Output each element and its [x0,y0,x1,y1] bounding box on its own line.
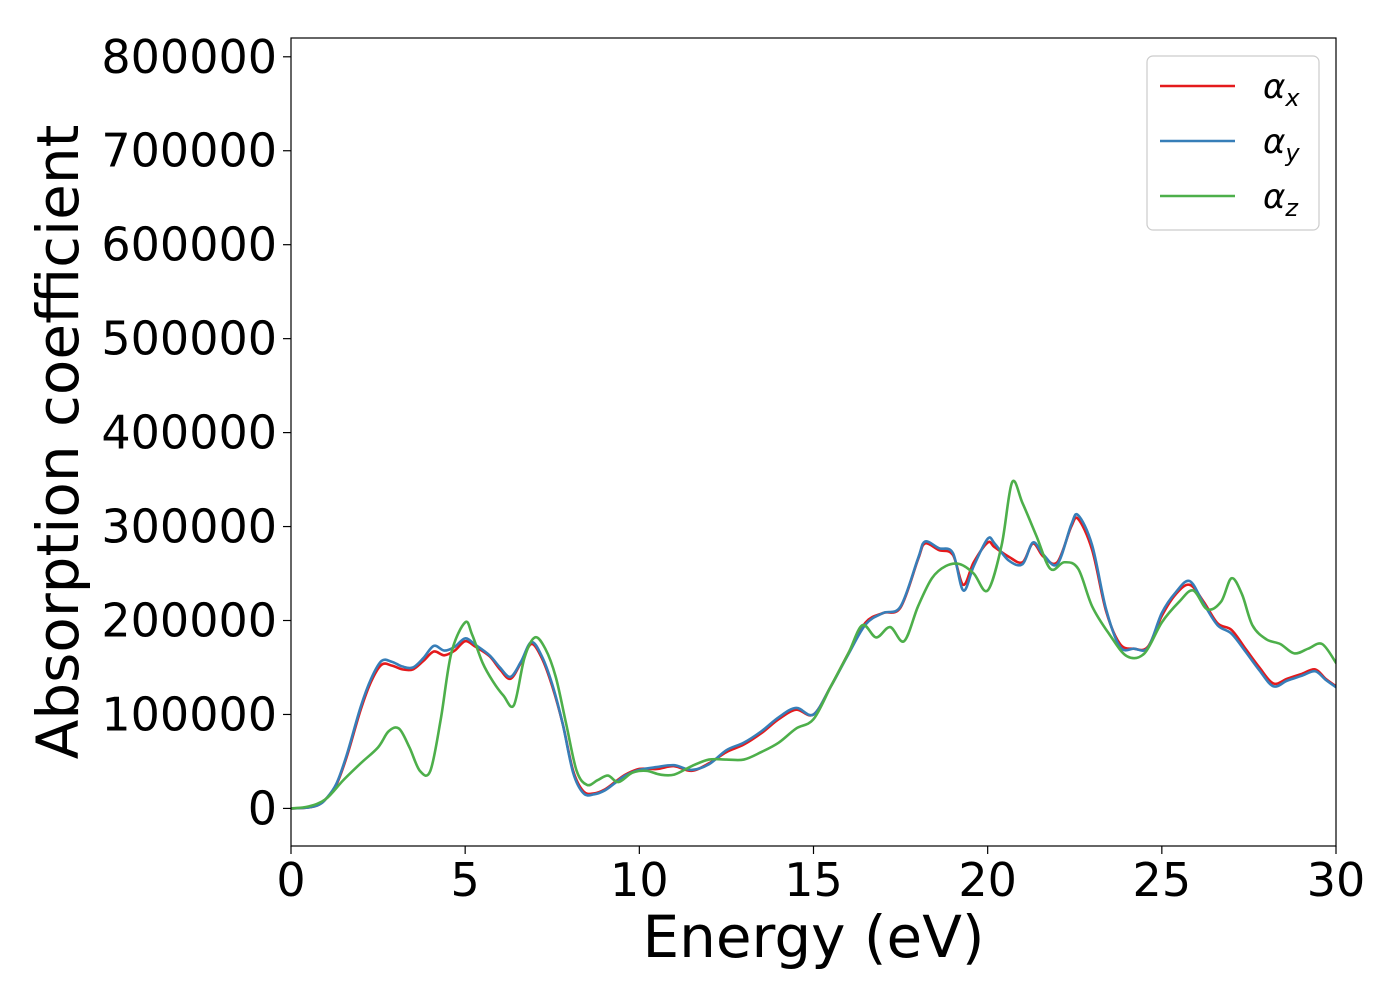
legend-label-base: α [1263,122,1285,162]
x-tick-label: 15 [784,853,843,907]
x-tick-label: 0 [276,853,305,907]
y-tick-label: 800000 [101,30,277,84]
series-line-x [291,516,1336,810]
x-tick-label: 25 [1133,853,1192,907]
axes: 0 5 10 15 20 25 30 0 100000 200000 300000 400000 500… [101,30,1365,907]
y-tick-label: 100000 [101,687,277,741]
legend-label-subscript: z [1284,194,1299,222]
y-tick-label: 400000 [101,406,277,460]
plot-area [291,479,1336,810]
y-tick-label: 300000 [101,500,277,554]
x-tick-label: 20 [958,853,1017,907]
legend-label-base: α [1263,67,1285,107]
series-lines [291,479,1336,810]
x-tick-label: 30 [1307,853,1366,907]
legend-label-y: αy [1263,122,1300,167]
y-tick-label: 200000 [101,594,277,648]
legend-box [1146,55,1320,231]
y-axis-label: Absorption coefficient [24,125,92,760]
x-axis-label: Energy (eV) [642,903,984,971]
series-line-z [291,479,1336,810]
legend-label-z: αz [1263,177,1299,222]
y-tick-label: 500000 [101,312,277,366]
x-tick-label: 5 [451,853,480,907]
legend-label-subscript: y [1284,139,1300,167]
y-tick-label: 0 [248,781,277,835]
x-tick-label: 10 [610,853,669,907]
series-line-y [291,512,1336,810]
y-tick-label: 700000 [101,124,277,178]
legend-label-base: α [1263,177,1285,217]
legend-label-subscript: x [1284,84,1300,112]
legend-label-x: αx [1263,67,1300,112]
y-tick-label: 600000 [101,218,277,272]
